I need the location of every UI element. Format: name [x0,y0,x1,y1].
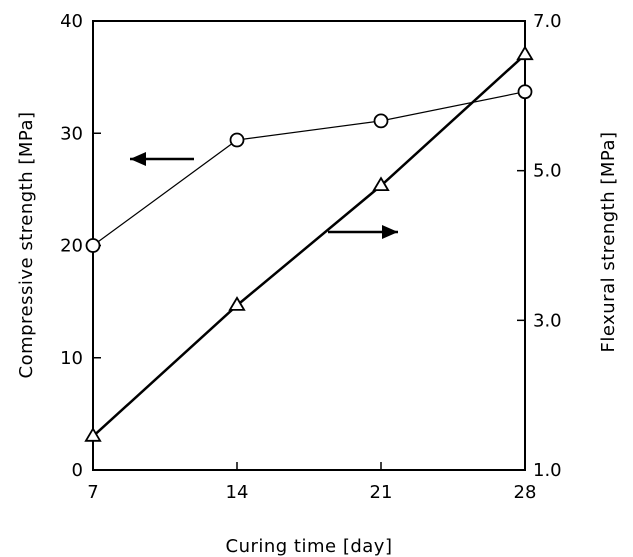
data-point-triangle [228,296,246,311]
x-tick-label: 28 [514,482,537,503]
arrow-head [382,225,398,239]
annotations-layer [130,152,398,239]
y-right-tick-label: 7.0 [533,11,562,32]
data-point-triangle [84,427,102,442]
ticks-layer: 7 14 21 28 0 10 20 30 40 1.0 3.0 5.0 7.0 [60,11,562,503]
x-axis-title: Curing time [day] [226,536,393,557]
series-line-circle [92,91,526,246]
x-tick-label: 7 [87,482,98,503]
y-left-tick-label: 0 [72,460,83,481]
arrow-to-left-axis [130,152,194,166]
data-point-circle [85,238,101,253]
y-left-axis-title: Compressive strength [MPa] [16,111,37,378]
data-point-triangle [372,176,390,192]
y-right-tick-label: 5.0 [533,161,562,182]
arrow-to-right-axis [328,225,398,239]
series-line-triangle [92,53,526,438]
y-left-tick-label: 40 [60,11,83,32]
x-tick-label: 14 [226,482,249,503]
y-left-tick-label: 20 [60,236,83,257]
data-point-circle [373,113,389,129]
data-point-circle [517,84,533,100]
y-right-axis-title: Flexural strength [MPa] [598,131,619,352]
x-tick-label: 21 [370,482,393,503]
y-right-tick-label: 1.0 [533,460,562,481]
y-left-tick-label: 10 [60,348,83,369]
data-point-triangle [516,45,534,61]
arrow-head [130,152,146,166]
data-point-circle [229,132,245,148]
y-left-tick-label: 30 [60,123,83,144]
y-right-tick-label: 3.0 [533,310,562,331]
series-layer [84,45,534,442]
